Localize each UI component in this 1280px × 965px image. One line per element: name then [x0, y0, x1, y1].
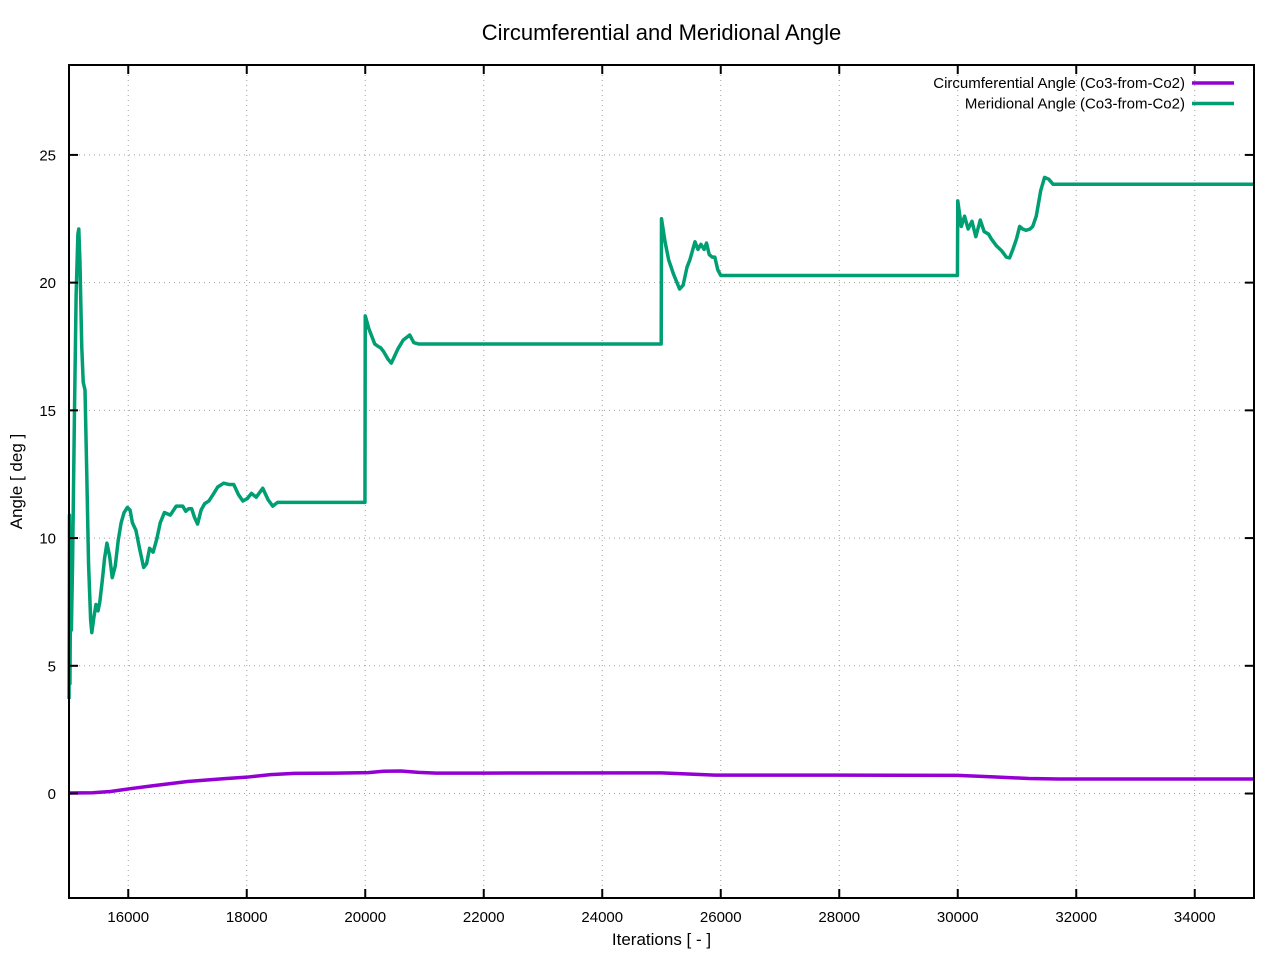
- y-tick-label-20: 20: [39, 275, 56, 292]
- series-line-circumferential: [68, 769, 1254, 795]
- x-tick-label-34000: 34000: [1174, 909, 1216, 926]
- x-tick-label-18000: 18000: [226, 909, 268, 926]
- x-tick-label-24000: 24000: [581, 909, 623, 926]
- x-tick-label-20000: 20000: [344, 909, 386, 926]
- legend: [1192, 81, 1234, 106]
- x-tick-label-30000: 30000: [937, 909, 979, 926]
- y-tick-label-25: 25: [39, 147, 56, 164]
- y-tick-label-0: 0: [48, 786, 56, 803]
- chart-title: Circumferential and Meridional Angle: [482, 20, 842, 45]
- tick-marks: [69, 65, 1254, 898]
- x-tick-label-32000: 32000: [1055, 909, 1097, 926]
- legend-label-circumferential: Circumferential Angle (Co3-from-Co2): [933, 75, 1185, 92]
- x-tick-label-26000: 26000: [700, 909, 742, 926]
- series-line-meridional: [67, 175, 1254, 700]
- x-axis-label: Iterations [ - ]: [612, 930, 711, 949]
- y-tick-label-10: 10: [39, 531, 56, 548]
- plot-border: [68, 64, 1255, 899]
- y-tick-label-5: 5: [48, 658, 56, 675]
- x-tick-label-16000: 16000: [107, 909, 149, 926]
- x-tick-label-28000: 28000: [818, 909, 860, 926]
- legend-label-meridional: Meridional Angle (Co3-from-Co2): [965, 96, 1185, 113]
- y-axis-label: Angle [ deg ]: [7, 434, 26, 529]
- y-tick-label-15: 15: [39, 403, 56, 420]
- x-tick-label-22000: 22000: [463, 909, 505, 926]
